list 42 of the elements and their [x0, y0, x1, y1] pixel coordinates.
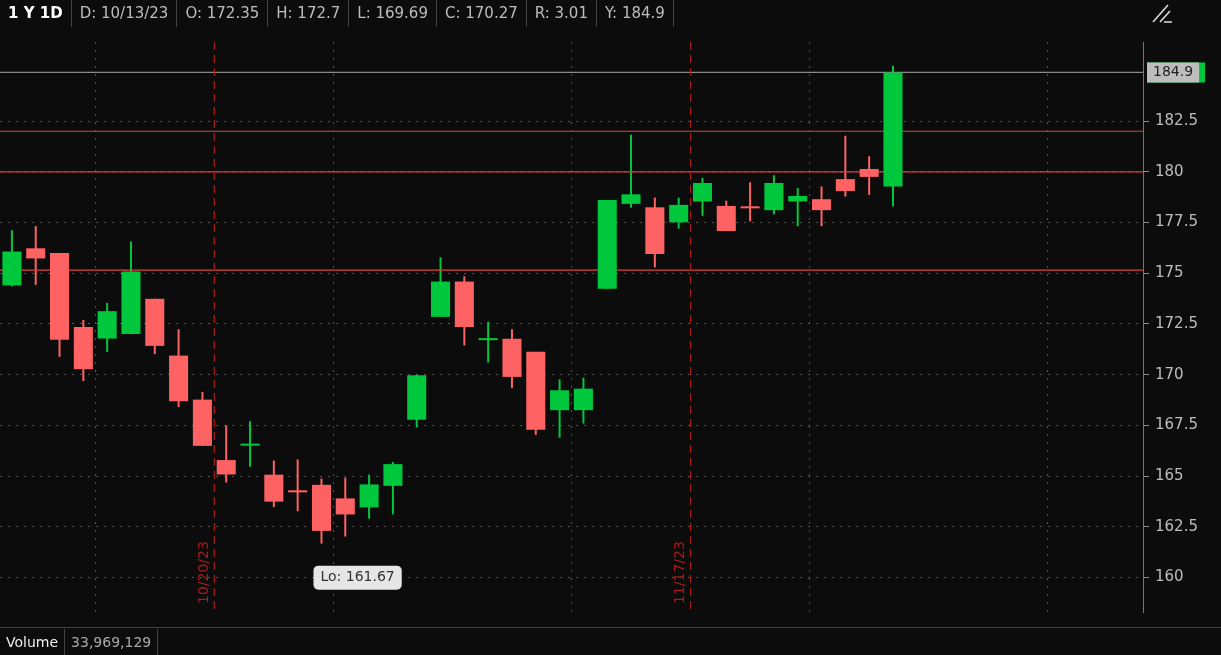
text: O: 172.35: [177, 0, 269, 27]
text: H: 172.7: [268, 0, 350, 27]
y-tick-label: 172.5: [1155, 313, 1198, 332]
y-tick-label: 165: [1155, 465, 1184, 484]
candlestick: [478, 320, 498, 364]
text: 33,969,129: [65, 629, 159, 655]
candlestick: [335, 476, 355, 538]
ref-line-label: 184.9: [1153, 63, 1194, 80]
candlestick: [835, 134, 855, 198]
chart-title: 1 Y 1D: [0, 0, 72, 27]
y-tick-label: 170: [1155, 364, 1184, 383]
y-tick-label: 175: [1155, 263, 1184, 282]
candlestick: [859, 155, 879, 196]
candlestick: [550, 378, 570, 439]
y-tick-label: 160: [1155, 567, 1184, 586]
annotation: Lo: 161.67: [320, 568, 395, 585]
x-tick-label: 11/17/23: [671, 541, 688, 604]
y-tick-label: 182.5: [1155, 111, 1198, 129]
candlestick: [812, 185, 832, 228]
candlestick: [669, 196, 689, 230]
y-tick-label: 167.5: [1155, 415, 1198, 434]
candlestick: [383, 460, 403, 516]
candlestick: [788, 187, 808, 228]
text: D: 10/13/23: [71, 0, 178, 27]
candlestick: [359, 473, 379, 520]
y-tick-label: 180: [1155, 161, 1184, 180]
candlestick: [692, 176, 712, 217]
text: Y: 184.9: [596, 0, 674, 27]
y-tick-label: 162.5: [1155, 516, 1198, 535]
text: R: 3.01: [526, 0, 597, 27]
candlestick: [740, 181, 760, 223]
candlestick: [288, 458, 308, 513]
text: C: 170.27: [436, 0, 527, 27]
text: L: 169.69: [349, 0, 437, 27]
x-tick-label: 10/20/23: [194, 541, 211, 604]
candlestick: [573, 376, 593, 425]
text: Volume: [0, 629, 66, 655]
y-tick-label: 177.5: [1155, 212, 1198, 231]
candlestick: [26, 225, 46, 286]
candlestick: [240, 420, 260, 468]
candlestick: [621, 133, 641, 209]
candlestick: [216, 424, 236, 484]
